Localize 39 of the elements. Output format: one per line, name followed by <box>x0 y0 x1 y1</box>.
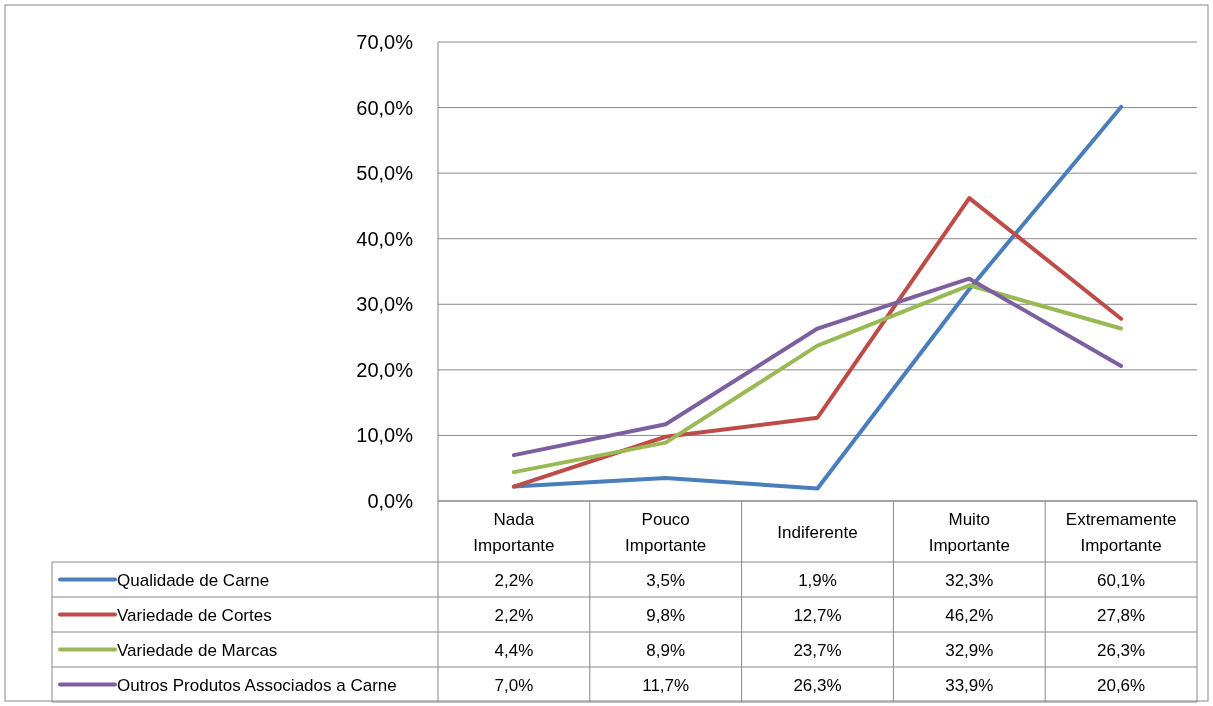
data-label: 46,2% <box>945 605 994 625</box>
y-tick-label: 70,0% <box>356 31 414 53</box>
data-label: 7,0% <box>494 675 534 695</box>
y-tick-label: 30,0% <box>356 293 414 316</box>
data-label: 60,1% <box>1097 570 1146 590</box>
data-label: 32,9% <box>945 640 994 660</box>
legend-label: Variedade de Marcas <box>117 640 278 660</box>
data-label: 12,7% <box>793 605 842 625</box>
legend-label: Qualidade de Carne <box>117 570 270 590</box>
y-tick-label: 0,0% <box>367 490 414 512</box>
data-label: 11,7% <box>642 675 690 695</box>
y-tick-label: 60,0% <box>356 96 414 119</box>
data-label: 3,5% <box>646 570 686 590</box>
x-tick-label: Extremamente Importante <box>1065 509 1177 555</box>
legend-label: Variedade de Cortes <box>117 605 272 625</box>
data-label: 2,2% <box>494 570 534 590</box>
data-label: 26,3% <box>793 675 842 695</box>
line-series <box>511 104 1124 491</box>
legend-label: Outros Produtos Associados a Carne <box>117 675 397 695</box>
data-label: 2,2% <box>494 605 534 625</box>
data-label: 27,8% <box>1097 605 1146 625</box>
data-label: 26,3% <box>1097 640 1146 660</box>
x-tick-label: Nada Importante <box>473 509 555 555</box>
data-label: 9,8% <box>646 605 686 625</box>
data-label: 1,9% <box>798 570 837 590</box>
data-label: 4,4% <box>494 640 534 660</box>
data-label: 33,9% <box>945 675 994 695</box>
line-series <box>511 196 1124 489</box>
x-tick-label: Indiferente <box>777 522 858 542</box>
data-label: 20,6% <box>1097 675 1146 695</box>
y-tick-label: 10,0% <box>356 424 414 447</box>
x-tick-label: Muito Importante <box>928 509 1010 555</box>
data-label: 23,7% <box>793 640 842 660</box>
y-tick-label: 20,0% <box>356 358 414 381</box>
data-label: 32,3% <box>945 570 994 590</box>
y-tick-label: 50,0% <box>356 162 414 185</box>
data-label: 8,9% <box>646 640 686 660</box>
y-tick-label: 40,0% <box>356 227 414 250</box>
x-tick-label: Pouco Importante <box>625 509 707 555</box>
